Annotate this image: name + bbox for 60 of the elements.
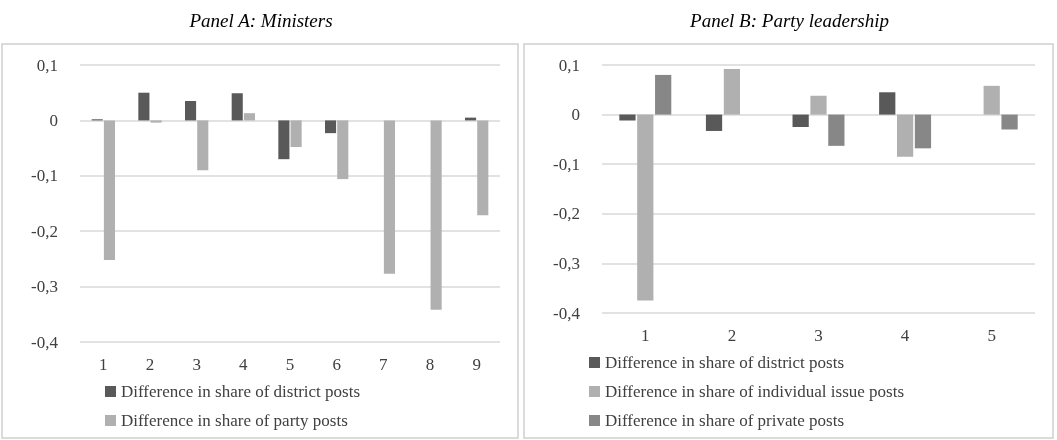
bar	[828, 114, 845, 146]
legend-label: Difference in share of district posts	[605, 353, 845, 372]
bar	[185, 101, 197, 121]
x-tick-label: 5	[987, 326, 996, 345]
bar	[705, 114, 723, 131]
chart-title: Panel B: Party leadership	[689, 10, 889, 31]
bar	[477, 120, 489, 216]
y-tick-label: -0,1	[31, 166, 58, 186]
legend-label: Difference in share of private posts	[605, 411, 845, 430]
y-tick-label: -0,4	[553, 303, 581, 323]
x-tick-label: 4	[900, 326, 910, 345]
bar	[337, 120, 349, 180]
y-tick-label: -0,2	[553, 204, 580, 224]
x-tick-label: 3	[814, 326, 823, 345]
x-tick-label: 8	[425, 355, 435, 374]
bar	[138, 92, 150, 121]
x-tick-label: 1	[641, 326, 650, 345]
y-tick-label: -0,1	[553, 154, 580, 174]
x-tick-label: 3	[192, 355, 201, 374]
y-tick-label: -0,3	[31, 277, 58, 297]
bar	[430, 120, 442, 310]
bar	[792, 114, 809, 127]
bar	[723, 68, 741, 115]
bar	[150, 120, 162, 123]
bar	[325, 120, 337, 134]
y-tick-label: 0,1	[36, 55, 58, 75]
legend-label: Difference in share of district posts	[121, 382, 361, 401]
y-tick-label: 0	[571, 105, 580, 125]
legend-label: Difference in share of individual issue posts	[605, 382, 905, 401]
chart-title: Panel A: Ministers	[188, 10, 333, 31]
bar	[383, 120, 395, 274]
x-tick-label: 4	[239, 355, 249, 374]
bar	[655, 74, 672, 115]
x-tick-label: 1	[99, 355, 108, 374]
bar	[914, 114, 932, 149]
bar	[637, 114, 654, 301]
y-tick-label: 0,1	[558, 55, 580, 75]
bar	[243, 113, 255, 121]
legend-label: Difference in share of party posts	[121, 411, 348, 430]
x-tick-label: 9	[472, 355, 481, 374]
bar	[231, 93, 243, 121]
x-tick-label: 2	[145, 355, 155, 374]
y-tick-label: 0	[49, 110, 58, 130]
x-tick-label: 7	[379, 355, 389, 374]
bar	[197, 120, 209, 171]
bar	[1001, 114, 1018, 130]
bar	[983, 85, 1000, 115]
bar	[879, 92, 896, 115]
bar	[619, 114, 636, 121]
bar	[896, 114, 914, 157]
y-tick-label: -0,2	[31, 221, 58, 241]
bar	[278, 120, 290, 160]
x-tick-label: 2	[727, 326, 737, 345]
y-tick-label: -0,4	[31, 332, 59, 352]
bar	[103, 120, 115, 261]
x-tick-label: 5	[285, 355, 295, 374]
bar	[290, 120, 302, 147]
bar	[810, 95, 827, 115]
x-tick-label: 6	[332, 355, 341, 374]
y-tick-label: -0,3	[553, 253, 580, 273]
